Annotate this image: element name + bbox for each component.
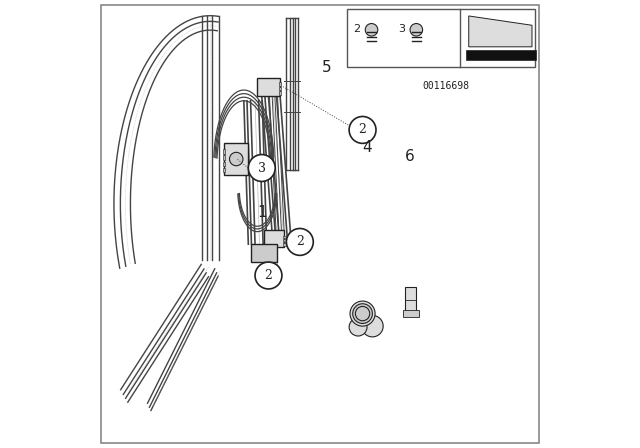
Bar: [405, 287, 417, 311]
Bar: [467, 50, 536, 60]
Circle shape: [349, 318, 367, 336]
Bar: [257, 78, 280, 96]
Bar: [223, 162, 225, 166]
Circle shape: [349, 116, 376, 143]
Text: 2: 2: [354, 24, 361, 34]
Circle shape: [365, 24, 378, 36]
Circle shape: [353, 304, 372, 323]
Circle shape: [355, 306, 370, 321]
Bar: [403, 310, 419, 317]
Circle shape: [362, 315, 383, 337]
Bar: [284, 243, 286, 246]
Bar: [284, 236, 286, 238]
Text: 5: 5: [323, 60, 332, 75]
Text: 2: 2: [264, 269, 273, 282]
Bar: [347, 9, 535, 67]
Bar: [279, 87, 282, 90]
Bar: [223, 168, 225, 172]
Text: 1: 1: [257, 205, 267, 220]
Circle shape: [350, 301, 375, 326]
Polygon shape: [468, 16, 532, 47]
Bar: [223, 155, 225, 160]
Text: 3: 3: [258, 161, 266, 175]
Circle shape: [287, 228, 314, 255]
Circle shape: [255, 262, 282, 289]
Bar: [264, 230, 284, 247]
Text: 2: 2: [358, 123, 367, 137]
Bar: [223, 149, 225, 154]
Bar: [279, 91, 282, 95]
Text: 3: 3: [398, 24, 405, 34]
Text: 00116698: 00116698: [422, 81, 469, 90]
Bar: [224, 143, 248, 175]
Text: 6: 6: [405, 149, 415, 164]
Bar: [251, 244, 278, 262]
Text: 2: 2: [296, 235, 304, 249]
Circle shape: [248, 155, 275, 181]
Circle shape: [410, 24, 422, 36]
Circle shape: [230, 152, 243, 166]
Bar: [284, 239, 286, 242]
Text: 4: 4: [362, 140, 372, 155]
Bar: [279, 82, 282, 86]
